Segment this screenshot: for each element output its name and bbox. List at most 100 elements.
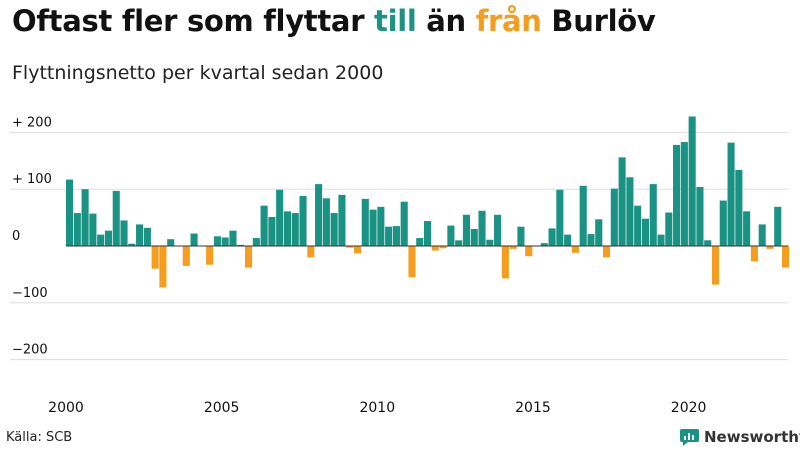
bar: [750, 246, 758, 262]
bar: [719, 200, 727, 246]
bar: [221, 237, 229, 246]
bar: [774, 206, 782, 246]
x-tick-label: 2010: [359, 400, 395, 416]
bar: [81, 189, 89, 246]
bar: [260, 205, 268, 246]
x-tick-label: 2020: [671, 400, 707, 416]
bar: [766, 246, 774, 249]
bar: [291, 213, 299, 246]
bar: [758, 224, 766, 246]
bar: [688, 116, 696, 246]
chart-title: Oftast fler som flyttar till än från Bur…: [12, 4, 656, 38]
bar: [377, 206, 385, 246]
bar: [571, 246, 579, 253]
bar: [618, 157, 626, 246]
bar: [455, 240, 463, 246]
bar: [525, 246, 533, 257]
bar: [120, 220, 128, 246]
bar: [338, 194, 346, 246]
bar: [447, 225, 455, 246]
bar: [283, 211, 292, 246]
bar: [665, 212, 673, 246]
bar: [680, 142, 688, 246]
bar: [276, 189, 284, 246]
bar: [392, 226, 400, 246]
bar: [564, 234, 572, 246]
bar: [151, 246, 159, 269]
bar: [159, 246, 167, 288]
bar: [112, 190, 120, 246]
bar: [73, 213, 81, 246]
chart-subtitle: Flyttningsnetto per kvartal sedan 2000: [12, 62, 384, 84]
bar: [579, 185, 587, 246]
bar-chart-logo-icon: [680, 428, 699, 446]
y-tick-label: + 100: [12, 172, 52, 187]
bar: [657, 234, 665, 246]
bar: [299, 196, 307, 246]
bar: [556, 189, 564, 246]
title-part-1: Oftast fler som flyttar: [12, 4, 374, 38]
bar: [408, 246, 416, 278]
bar: [649, 184, 657, 246]
bar: [634, 205, 642, 246]
bar: [416, 238, 424, 246]
bar: [735, 169, 743, 246]
bar: [104, 230, 113, 246]
bar: [517, 226, 525, 246]
bar: [400, 201, 408, 246]
title-word-till: till: [374, 4, 417, 38]
brand-name: Newsworthy: [704, 428, 800, 446]
y-tick-label: 0: [12, 229, 20, 244]
bar: [439, 246, 447, 249]
bar: [548, 228, 556, 246]
x-tick-label: 2005: [204, 400, 240, 416]
bar: [182, 246, 190, 266]
bar: [486, 239, 494, 246]
x-tick-label: 2015: [515, 400, 551, 416]
bar: [673, 144, 681, 246]
bar: [136, 224, 144, 246]
title-part-5: Burlöv: [541, 4, 656, 38]
bar: [603, 246, 611, 258]
bar: [245, 246, 253, 268]
source-label: Källa: SCB: [6, 430, 73, 445]
bar: [540, 243, 548, 246]
bar: [369, 209, 377, 246]
bar: [97, 234, 105, 246]
x-tick-label: 2000: [48, 400, 84, 416]
bar: [509, 246, 517, 249]
title-part-3: än: [416, 4, 476, 38]
bar: [501, 246, 509, 279]
bar: [307, 246, 315, 258]
bar: [353, 246, 362, 254]
bar: [315, 184, 323, 246]
x-axis-labels: 2000 2005 2010 2015 2020: [48, 400, 706, 416]
bar: [704, 240, 712, 246]
bar: [641, 218, 650, 246]
bar: [626, 177, 634, 246]
bar: [128, 243, 136, 246]
bar: [385, 226, 393, 246]
bar: [167, 239, 175, 246]
title-word-fran: från: [475, 4, 542, 38]
gridlines: [10, 131, 788, 361]
newsworthy-logo[interactable]: Newsworthy: [680, 428, 800, 446]
bar: [782, 246, 790, 268]
bar: [424, 221, 432, 246]
bars: [66, 116, 790, 288]
bar: [89, 213, 97, 246]
bar: [462, 214, 471, 246]
bar: [696, 186, 704, 246]
bar: [322, 198, 330, 246]
bar: [361, 198, 369, 246]
bar: [727, 142, 735, 246]
bar: [237, 244, 245, 246]
bar: [478, 210, 486, 246]
bar: [595, 219, 603, 246]
bar: [66, 179, 74, 246]
bar: [346, 246, 354, 248]
bar: [190, 233, 198, 246]
bar: [252, 238, 260, 246]
y-axis-labels: + 200 + 100 0 −100 −200: [12, 115, 52, 357]
